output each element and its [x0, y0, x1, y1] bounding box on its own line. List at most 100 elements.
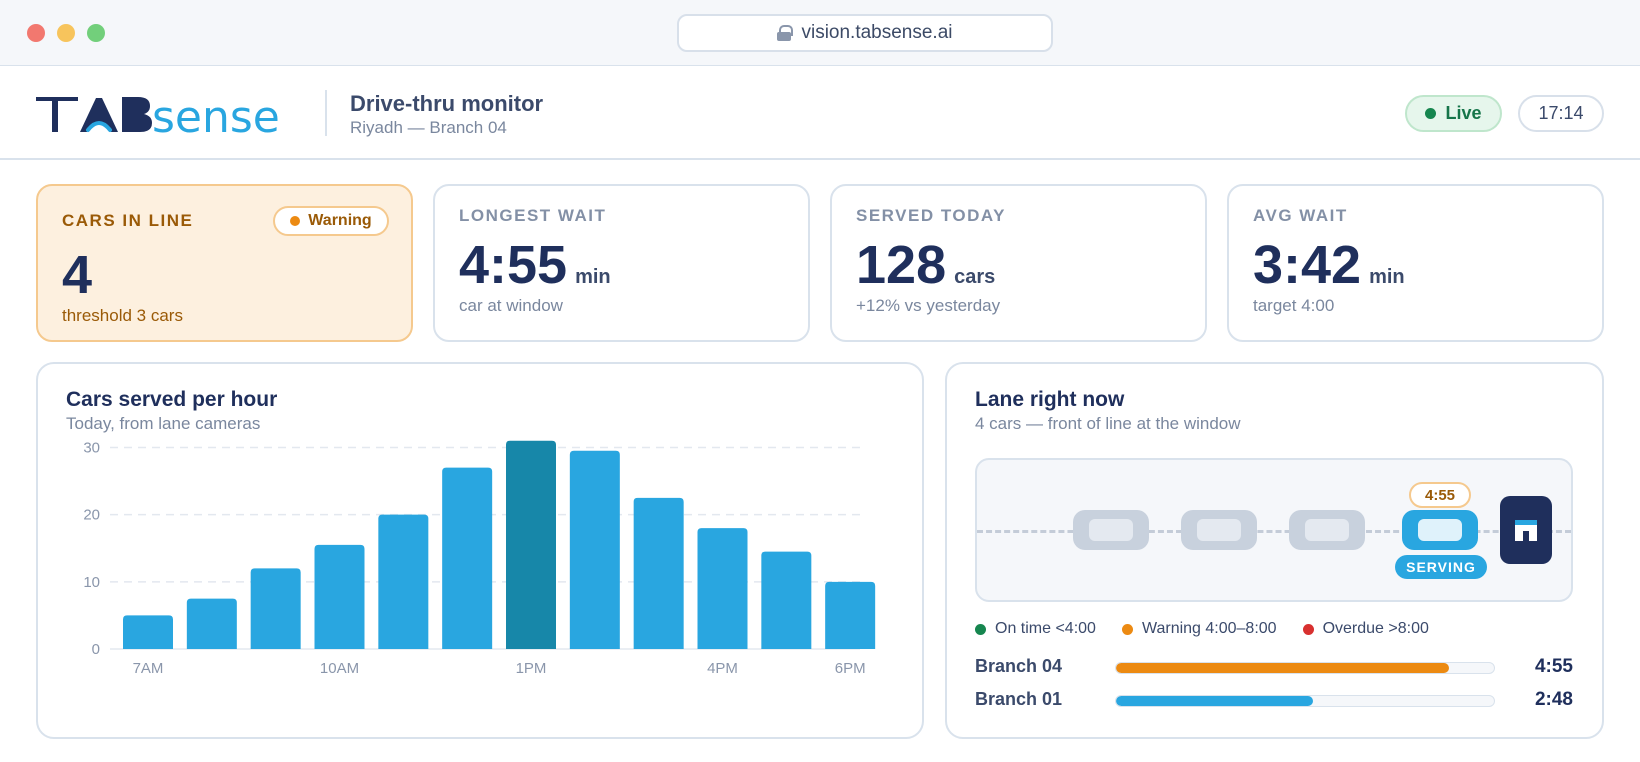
chart-title: Cars served per hour — [66, 388, 278, 411]
branch-row-01[interactable]: Branch 01 2:48 — [975, 689, 1573, 713]
close-window-button[interactable] — [27, 24, 45, 42]
legend-label: On time <4:00 — [995, 620, 1096, 637]
green-dot-icon — [975, 623, 986, 635]
bar — [250, 568, 301, 649]
bar — [123, 615, 173, 649]
chart-subtitle: Today, from lane cameras — [66, 414, 261, 433]
legend-label: Overdue >8:00 — [1322, 620, 1429, 637]
branch-progress-track — [1115, 695, 1495, 707]
kpi-label: LONGEST WAIT — [459, 206, 607, 225]
store-window-icon — [1500, 496, 1552, 564]
lane-panel: Lane right now 4 cars — front of line at… — [945, 362, 1604, 739]
tabsense-logo[interactable]: sense — [34, 88, 304, 138]
minimize-window-button[interactable] — [57, 24, 75, 42]
branch-progress-track — [1115, 662, 1495, 674]
kpi-value: 3:42 min — [1253, 234, 1405, 296]
car-window — [1418, 519, 1462, 541]
car-in-queue[interactable] — [1181, 510, 1257, 550]
car-serving[interactable] — [1402, 510, 1478, 550]
lane-line — [977, 530, 1571, 533]
kpi-value: 128 cars — [856, 234, 995, 296]
bar-chart: 0 10 20 30 7AM 10AM 1PM 36 4PM 6PM — [83, 434, 876, 677]
legend-item-warning: Warning 4:00–8:00 — [1121, 620, 1277, 638]
bar — [569, 450, 620, 649]
lane-subtitle: 4 cars — front of line at the window — [975, 414, 1241, 433]
legend-item-on-time: On time <4:00 — [975, 620, 1096, 638]
bar — [633, 497, 684, 649]
legend-label: Warning 4:00–8:00 — [1141, 620, 1277, 637]
x-tick-label: 1PM — [516, 660, 547, 677]
branch-progress-fill — [1116, 663, 1449, 673]
car-in-queue[interactable] — [1073, 510, 1149, 550]
storefront-icon — [1515, 520, 1537, 541]
header-divider — [325, 90, 327, 136]
x-tick-label: 4PM — [707, 660, 738, 677]
kpi-value: 4 — [62, 245, 93, 305]
kpi-label: CARS IN LINE — [62, 211, 194, 230]
kpi-subtext: threshold 3 cars — [62, 306, 183, 325]
live-label: Live — [1445, 103, 1482, 123]
y-tick-label: 20 — [83, 507, 100, 524]
clock-badge: 17:14 — [1518, 95, 1604, 132]
bar — [314, 544, 365, 649]
serving-tag: SERVING — [1395, 555, 1487, 579]
legend-item-overdue: Overdue >8:00 — [1302, 620, 1429, 638]
bar — [442, 467, 493, 649]
page-subtitle: Riyadh — Branch 04 — [350, 118, 507, 137]
kpi-unit: cars — [954, 266, 996, 288]
lane-title: Lane right now — [975, 388, 1125, 411]
kpi-number: 128 — [856, 235, 947, 295]
bar — [825, 581, 876, 649]
kpi-number: 3:42 — [1253, 235, 1362, 295]
branch-row-04[interactable]: Branch 04 4:55 — [975, 656, 1573, 680]
bar — [378, 514, 429, 649]
car-window — [1305, 519, 1349, 541]
lane-legend: On time <4:00 Warning 4:00–8:00 Overdue … — [975, 620, 1429, 638]
y-tick-label: 30 — [83, 439, 100, 456]
serving-timer-badge: 4:55 — [1409, 482, 1471, 508]
live-status-badge: Live — [1405, 95, 1502, 132]
maximize-window-button[interactable] — [87, 24, 105, 42]
kpi-cars-in-line: CARS IN LINE Warning 4 threshold 3 cars — [36, 184, 413, 342]
kpi-unit: min — [1369, 266, 1405, 288]
warning-dot-icon — [290, 216, 301, 226]
x-tick-label: 7AM — [133, 660, 164, 677]
page-title: Drive-thru monitor — [350, 91, 544, 116]
x-tick-label: 6PM — [835, 660, 866, 677]
y-tick-label: 10 — [83, 574, 100, 591]
kpi-subtext: car at window — [459, 296, 563, 315]
logo-text: sense — [152, 92, 280, 138]
branch-wait-value: 4:55 — [1534, 656, 1573, 677]
bar — [697, 528, 748, 649]
car-window — [1197, 519, 1241, 541]
branch-name: Branch 04 — [975, 656, 1063, 676]
branch-name: Branch 01 — [975, 689, 1063, 709]
app-header: sense Drive-thru monitor Riyadh — Branch… — [0, 66, 1640, 160]
warning-badge: Warning — [273, 206, 389, 236]
bar — [506, 440, 556, 649]
url-text: vision.tabsense.ai — [801, 22, 953, 43]
kpi-longest-wait: LONGEST WAIT 4:55 min car at window — [433, 184, 810, 342]
kpi-unit: min — [575, 266, 611, 288]
chart-panel: Cars served per hour Today, from lane ca… — [36, 362, 924, 739]
kpi-value: 4:55 min — [459, 234, 611, 296]
car-window — [1089, 519, 1133, 541]
y-tick-label: 0 — [92, 641, 100, 658]
warning-badge-label: Warning — [308, 212, 372, 229]
branch-progress-fill — [1116, 696, 1313, 706]
lock-icon — [777, 25, 794, 41]
red-dot-icon — [1302, 623, 1314, 635]
kpi-subtext: +12% vs yesterday — [856, 296, 1001, 315]
kpi-served-today: SERVED TODAY 128 cars +12% vs yesterday — [830, 184, 1207, 342]
bar — [761, 551, 812, 649]
data-label: 36 — [522, 434, 540, 436]
browser-chrome: vision.tabsense.ai — [0, 0, 1640, 66]
live-dot-icon — [1425, 108, 1437, 119]
kpi-number: 4:55 — [459, 235, 568, 295]
bar — [186, 598, 237, 649]
branch-wait-value: 2:48 — [1534, 689, 1573, 710]
kpi-label: AVG WAIT — [1253, 206, 1348, 225]
car-in-queue[interactable] — [1289, 510, 1365, 550]
kpi-subtext: target 4:00 — [1253, 296, 1335, 315]
address-bar[interactable]: vision.tabsense.ai — [677, 14, 1053, 52]
